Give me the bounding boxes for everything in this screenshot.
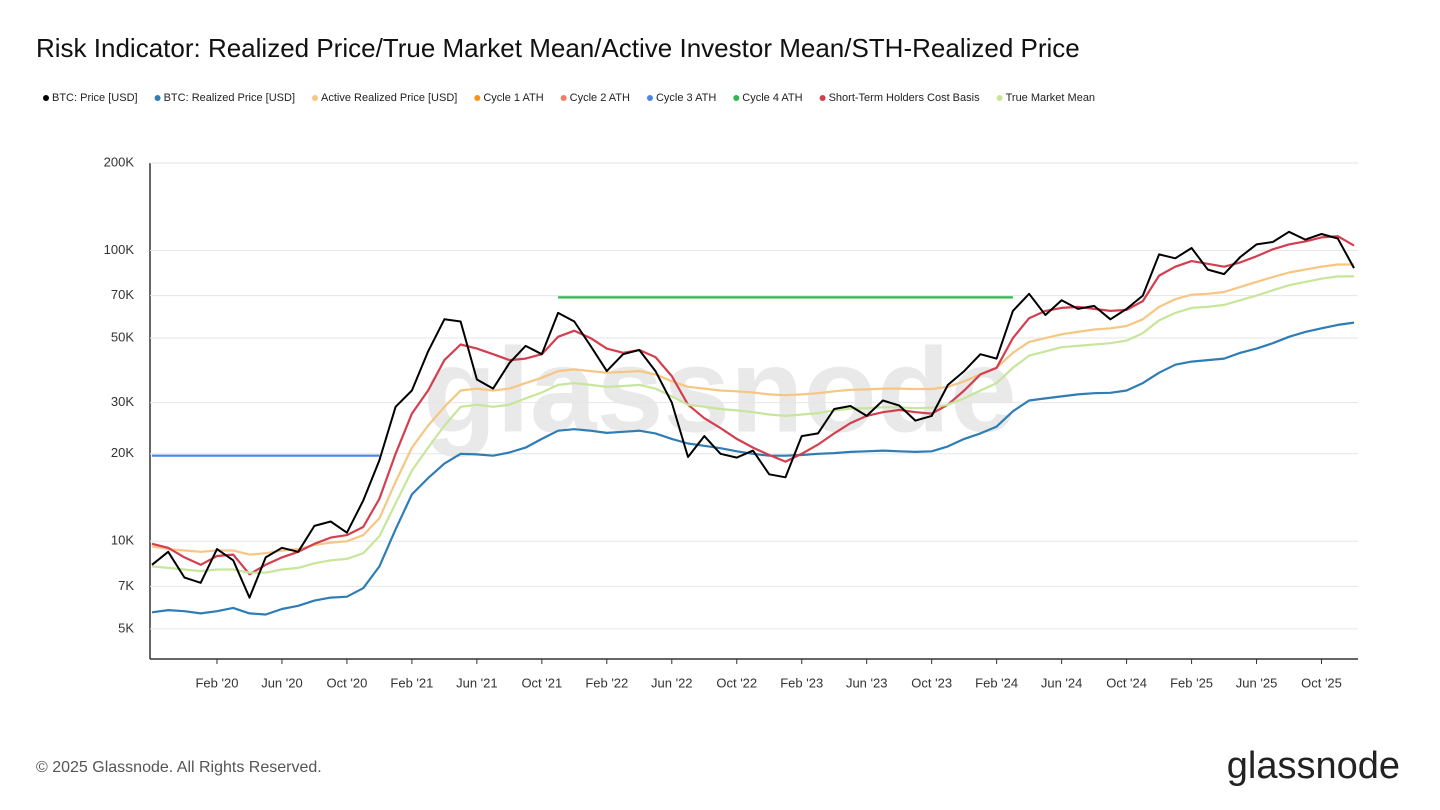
x-tick-label: Jun '20 bbox=[261, 675, 303, 690]
series-line bbox=[151, 321, 1355, 616]
series-line bbox=[151, 275, 1354, 574]
y-tick-label: 30K bbox=[111, 394, 134, 409]
series-line bbox=[151, 235, 1355, 576]
legend-marker bbox=[474, 95, 481, 101]
y-tick-label: 100K bbox=[104, 242, 135, 257]
x-tick-label: Oct '20 bbox=[327, 675, 368, 690]
y-tick-label: 10K bbox=[111, 533, 134, 548]
y-tick-label: 200K bbox=[104, 154, 135, 169]
x-tick-label: Oct '21 bbox=[521, 675, 562, 690]
x-tick-label: Jun '21 bbox=[456, 675, 498, 690]
x-tick-label: Jun '23 bbox=[846, 675, 888, 690]
y-tick-label: 20K bbox=[111, 445, 134, 460]
legend-marker bbox=[154, 95, 161, 101]
legend-marker bbox=[560, 95, 567, 101]
footer: © 2025 Glassnode. All Rights Reserved. bbox=[36, 759, 322, 776]
x-tick-label: Jun '22 bbox=[651, 675, 693, 690]
x-tick-label: Feb '22 bbox=[585, 675, 628, 690]
legend-marker bbox=[646, 95, 653, 101]
legend-marker bbox=[43, 95, 49, 101]
y-tick-label: 7K bbox=[118, 578, 134, 593]
legend-label: Short-Term Holders Cost Basis bbox=[829, 92, 980, 104]
legend-label: Cycle 3 ATH bbox=[656, 92, 716, 104]
logo: glassnode bbox=[1227, 745, 1400, 787]
x-tick-label: Feb '21 bbox=[390, 675, 433, 690]
legend-marker bbox=[819, 95, 826, 101]
legend-marker bbox=[733, 95, 740, 101]
x-tick-label: Jun '24 bbox=[1041, 675, 1083, 690]
x-tick-label: Feb '25 bbox=[1170, 675, 1213, 690]
legend-label: BTC: Price [USD] bbox=[52, 92, 138, 104]
legend-label: Cycle 4 ATH bbox=[742, 92, 802, 104]
legend-marker bbox=[312, 95, 319, 101]
x-tick-label: Feb '20 bbox=[195, 675, 238, 690]
x-tick-label: Feb '24 bbox=[975, 675, 1018, 690]
x-tick-label: Oct '24 bbox=[1106, 675, 1147, 690]
legend-label: Cycle 2 ATH bbox=[570, 92, 630, 104]
series-line bbox=[151, 230, 1355, 599]
y-tick-label: 50K bbox=[111, 329, 134, 344]
x-tick-label: Oct '23 bbox=[911, 675, 952, 690]
x-tick-label: Feb '23 bbox=[780, 675, 823, 690]
x-tick-label: Jun '25 bbox=[1236, 675, 1278, 690]
x-tick-label: Oct '25 bbox=[1301, 675, 1342, 690]
legend-marker bbox=[996, 95, 1003, 101]
series-line bbox=[151, 263, 1354, 556]
y-tick-label: 70K bbox=[111, 287, 134, 302]
legend-label: BTC: Realized Price [USD] bbox=[164, 92, 295, 104]
legend-label: Active Realized Price [USD] bbox=[321, 92, 457, 104]
chart-title: Risk Indicator: Realized Price/True Mark… bbox=[36, 33, 1080, 63]
x-tick-label: Oct '22 bbox=[716, 675, 757, 690]
legend-label: True Market Mean bbox=[1006, 92, 1095, 104]
y-tick-label: 5K bbox=[118, 620, 134, 635]
legend-label: Cycle 1 ATH bbox=[483, 92, 543, 104]
